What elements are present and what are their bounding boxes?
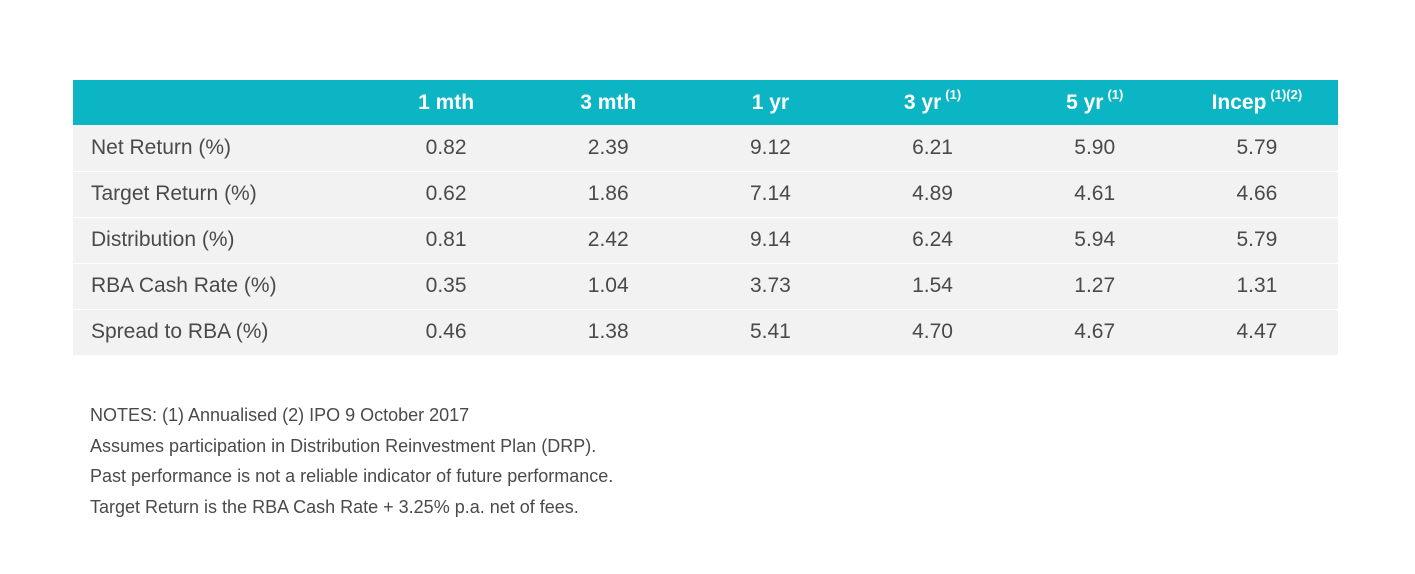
table-cell: 0.81 — [425, 228, 467, 251]
header-cell-incep: Incep (1)(2) — [1211, 86, 1303, 114]
table-cell: 5.41 — [749, 320, 791, 344]
note-line: NOTES: (1) Annualised (2) IPO 9 October … — [90, 405, 470, 425]
table-cell: 0.35 — [425, 274, 467, 297]
notes-section: NOTES: (1) Annualised (2) IPO 9 October … — [90, 400, 613, 522]
table-cell: 0.82 — [425, 135, 467, 159]
table-cell: 5.79 — [1236, 135, 1278, 159]
table-cell: 4.70 — [912, 320, 953, 344]
row-label: Spread to RBA (%) — [91, 320, 269, 344]
header-cell-3-mth: 3 mth — [580, 90, 637, 114]
row-label: RBA Cash Rate (%) — [91, 274, 277, 297]
row-label: Distribution (%) — [91, 228, 235, 251]
header-cell-5-yr: 5 yr (1) — [1066, 86, 1124, 114]
table-row: Net Return (%) 0.82 2.39 9.12 6.21 5.90 … — [73, 125, 1338, 171]
table-cell: 1.27 — [1074, 274, 1116, 297]
table-cell: 1.31 — [1236, 274, 1278, 297]
table-cell: 2.42 — [587, 228, 629, 251]
table-cell: 4.89 — [912, 182, 953, 205]
table-cell: 0.46 — [425, 320, 467, 344]
table-cell: 6.24 — [912, 228, 953, 251]
table-cell: 9.12 — [749, 135, 791, 159]
table-cell: 1.54 — [912, 274, 953, 297]
table-cell: 1.04 — [587, 274, 629, 297]
table-cell: 7.14 — [749, 182, 791, 205]
note-line: Target Return is the RBA Cash Rate + 3.2… — [90, 496, 579, 517]
table-cell: 0.62 — [425, 182, 467, 205]
table-cell: 4.61 — [1074, 182, 1116, 205]
table-cell: 4.66 — [1236, 182, 1278, 205]
table-cell: 1.38 — [587, 320, 629, 344]
note-line: Assumes participation in Distribution Re… — [90, 435, 597, 456]
note-line: Past performance is not a reliable indic… — [90, 466, 614, 486]
row-label: Net Return (%) — [91, 135, 232, 159]
header-footnote-ref: (1) — [945, 86, 962, 102]
table-cell: 4.67 — [1074, 320, 1116, 344]
header-cell-label — [73, 80, 365, 125]
table-row: Distribution (%) 0.81 2.42 9.14 6.24 5.9… — [73, 217, 1338, 263]
table-row: RBA Cash Rate (%) 0.35 1.04 3.73 1.54 1.… — [73, 263, 1338, 309]
header-footnote-ref: (1)(2) — [1270, 86, 1303, 102]
table-cell: 2.39 — [587, 135, 629, 159]
header-cell-1-yr: 1 yr — [751, 90, 790, 114]
table-cell: 5.90 — [1074, 135, 1116, 159]
table-row: Spread to RBA (%) 0.46 1.38 5.41 4.70 4.… — [73, 309, 1338, 355]
table-header-row: 1 mth 3 mth 1 yr 3 yr (1) 5 yr (1) Incep (1… — [73, 80, 1338, 125]
table-cell: 5.94 — [1074, 228, 1116, 251]
header-footnote-ref: (1) — [1107, 86, 1124, 102]
performance-table: 1 mth 3 mth 1 yr 3 yr (1) 5 yr (1) Incep (1… — [73, 80, 1338, 355]
table-cell: 4.47 — [1236, 320, 1278, 344]
header-cell-1-mth: 1 mth — [418, 90, 475, 114]
table-row: Target Return (%) 0.62 1.86 7.14 4.89 4.… — [73, 171, 1338, 217]
row-label: Target Return (%) — [91, 182, 257, 205]
header-cell-3-yr: 3 yr (1) — [903, 86, 962, 114]
table-cell: 1.86 — [587, 182, 629, 205]
table-cell: 6.21 — [912, 135, 953, 159]
table-cell: 3.73 — [749, 274, 791, 297]
table-cell: 9.14 — [749, 228, 791, 251]
table-cell: 5.79 — [1236, 228, 1278, 251]
